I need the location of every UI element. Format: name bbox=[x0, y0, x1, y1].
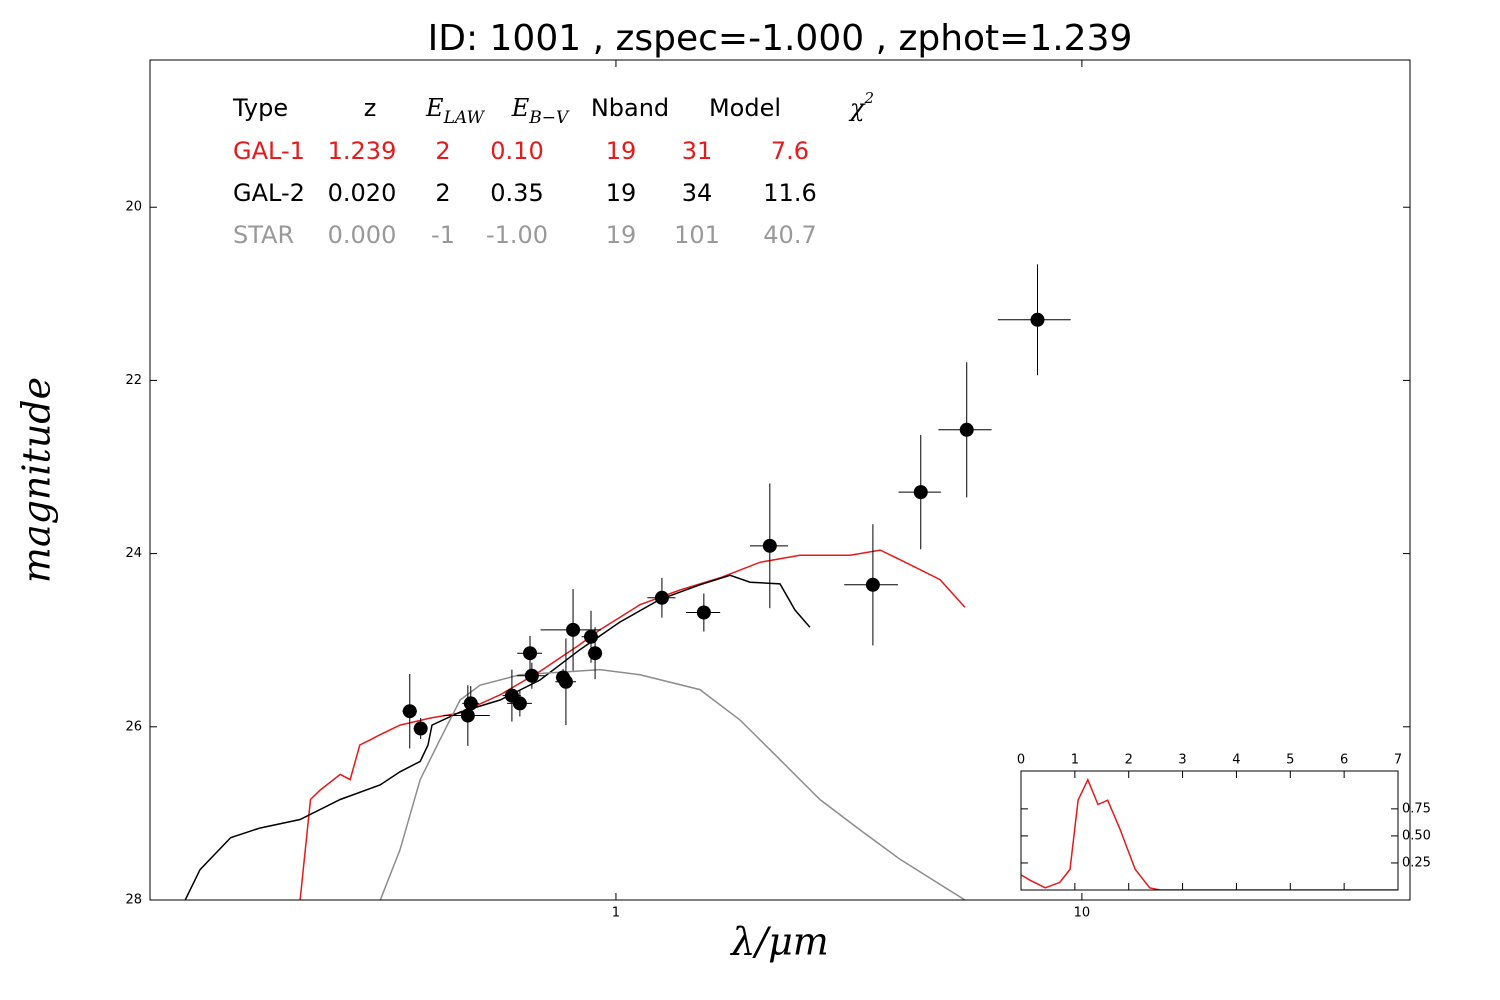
data-point bbox=[1030, 312, 1045, 327]
table-cell: 40.7 bbox=[763, 221, 816, 249]
table-cell: 101 bbox=[674, 221, 720, 249]
table-header-main: E bbox=[511, 94, 530, 122]
table-header: EB−V bbox=[511, 94, 570, 128]
table-header-main: E bbox=[425, 94, 444, 122]
table-cell: STAR bbox=[233, 221, 294, 249]
table-header: Model bbox=[709, 94, 781, 122]
x-axis-label: λ/μm bbox=[729, 920, 829, 964]
data-point bbox=[413, 721, 428, 736]
table-cell: 2 bbox=[435, 179, 450, 207]
plot-frame bbox=[1020, 770, 1399, 891]
table-cell: 31 bbox=[682, 137, 713, 165]
data-point bbox=[558, 674, 573, 689]
table-cell: -1.00 bbox=[486, 221, 548, 249]
table-cell: 7.6 bbox=[771, 137, 809, 165]
x-tick-label: 10 bbox=[1074, 906, 1091, 921]
x-tick-label: 0 bbox=[1017, 753, 1025, 768]
y-tick-label: 22 bbox=[125, 373, 142, 388]
x-tick-label: 5 bbox=[1286, 753, 1294, 768]
table-header-sup: 2 bbox=[864, 89, 875, 107]
y-tick-label: 28 bbox=[125, 893, 142, 908]
model-line bbox=[299, 549, 966, 900]
data-point bbox=[865, 577, 880, 592]
data-point bbox=[959, 422, 974, 437]
table-cell: 19 bbox=[606, 179, 637, 207]
table-header-main: χ bbox=[848, 94, 866, 122]
x-tick-label: 1 bbox=[612, 906, 620, 921]
y-tick-label: 26 bbox=[125, 719, 142, 734]
data-point bbox=[913, 485, 928, 500]
table-cell: 1.239 bbox=[328, 137, 397, 165]
x-tick-label: 3 bbox=[1178, 753, 1186, 768]
data-point bbox=[696, 605, 711, 620]
x-tick-label: 2 bbox=[1125, 753, 1133, 768]
table-cell: GAL-2 bbox=[233, 179, 305, 207]
x-tick-label: 7 bbox=[1394, 753, 1402, 768]
y-tick-label: 24 bbox=[125, 546, 142, 561]
data-point bbox=[460, 708, 475, 723]
table-header: χ2 bbox=[848, 89, 874, 122]
data-point bbox=[762, 538, 777, 553]
model-line bbox=[184, 574, 811, 900]
table-cell: 34 bbox=[682, 179, 713, 207]
plot-frame bbox=[149, 59, 1411, 901]
table-header: Type bbox=[232, 94, 288, 122]
table-cell: 19 bbox=[606, 137, 637, 165]
data-point bbox=[588, 646, 603, 661]
data-point bbox=[523, 646, 538, 661]
table-cell: 2 bbox=[435, 137, 450, 165]
x-tick-label: 1 bbox=[1071, 753, 1079, 768]
table-header: Nband bbox=[591, 94, 669, 122]
y-tick-label: 0.75 bbox=[1402, 801, 1431, 816]
data-point bbox=[402, 704, 417, 719]
table-header: z bbox=[364, 94, 377, 122]
table-header-sub: LAW bbox=[443, 108, 486, 128]
data-point bbox=[654, 590, 669, 605]
table-cell: 0.35 bbox=[490, 179, 543, 207]
data-point bbox=[566, 622, 581, 637]
model-line bbox=[379, 668, 966, 900]
table-cell: 0.000 bbox=[328, 221, 397, 249]
y-axis-label: magnitude bbox=[15, 377, 59, 583]
table-header-sub: B−V bbox=[528, 108, 570, 128]
series-group bbox=[184, 264, 1071, 900]
y-tick-label: 0.50 bbox=[1402, 828, 1431, 843]
series-group bbox=[1021, 777, 1398, 890]
inset-background bbox=[1021, 771, 1398, 890]
table-cell: 0.020 bbox=[328, 179, 397, 207]
data-point bbox=[463, 696, 478, 711]
table-cell: 19 bbox=[606, 221, 637, 249]
data-point bbox=[524, 668, 539, 683]
model-line bbox=[1021, 777, 1398, 890]
x-tick-label: 6 bbox=[1340, 753, 1348, 768]
chart-title: ID: 1001 , zspec=-1.000 , zphot=1.239 bbox=[428, 18, 1133, 59]
y-tick-label: 20 bbox=[125, 200, 142, 215]
x-tick-label: 4 bbox=[1232, 753, 1240, 768]
table-cell: -1 bbox=[431, 221, 455, 249]
table-cell: 0.10 bbox=[490, 137, 543, 165]
table-cell: GAL-1 bbox=[233, 137, 305, 165]
table-cell: 11.6 bbox=[763, 179, 816, 207]
table-header: ELAW bbox=[425, 94, 485, 128]
data-point bbox=[512, 696, 527, 711]
data-point bbox=[583, 629, 598, 644]
y-tick-label: 0.25 bbox=[1402, 855, 1431, 870]
